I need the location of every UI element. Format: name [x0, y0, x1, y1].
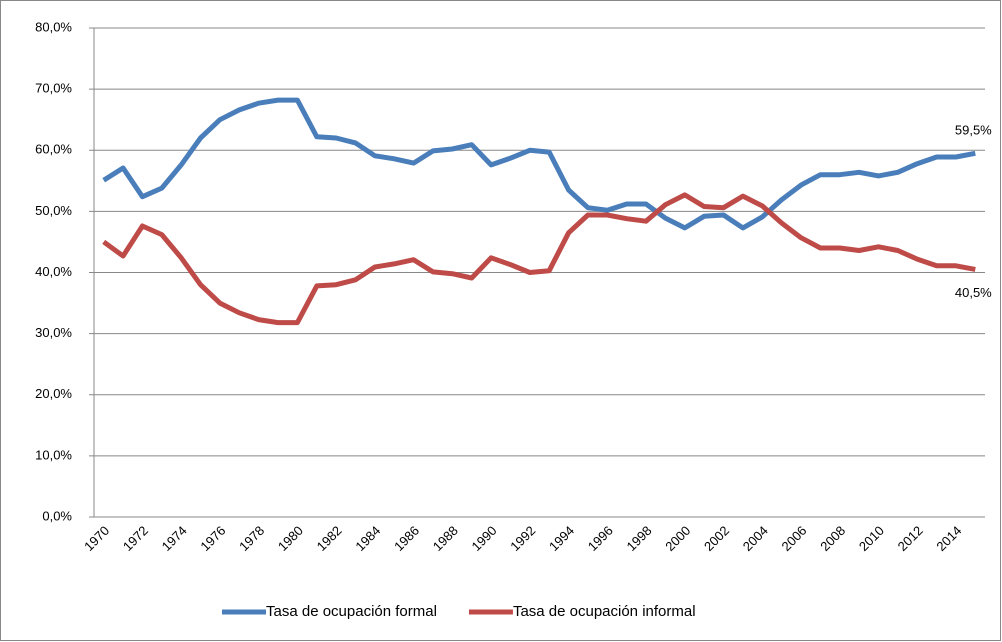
y-tick-label: 0,0%: [42, 508, 72, 523]
legend-label: Tasa de ocupación informal: [513, 603, 696, 620]
data-label: 40,5%: [955, 285, 992, 300]
y-tick-label: 80,0%: [35, 19, 72, 34]
y-tick-label: 10,0%: [35, 447, 72, 462]
y-tick-label: 20,0%: [35, 386, 72, 401]
y-tick-label: 30,0%: [35, 325, 72, 340]
y-tick-label: 50,0%: [35, 203, 72, 218]
series-line: [102, 192, 976, 326]
y-tick-label: 40,0%: [35, 264, 72, 279]
data-label: 59,5%: [955, 123, 992, 138]
y-tick-label: 60,0%: [35, 142, 72, 157]
y-tick-label: 70,0%: [35, 81, 72, 96]
series-line: [102, 97, 976, 231]
legend-label: Tasa de ocupación formal: [266, 603, 437, 620]
